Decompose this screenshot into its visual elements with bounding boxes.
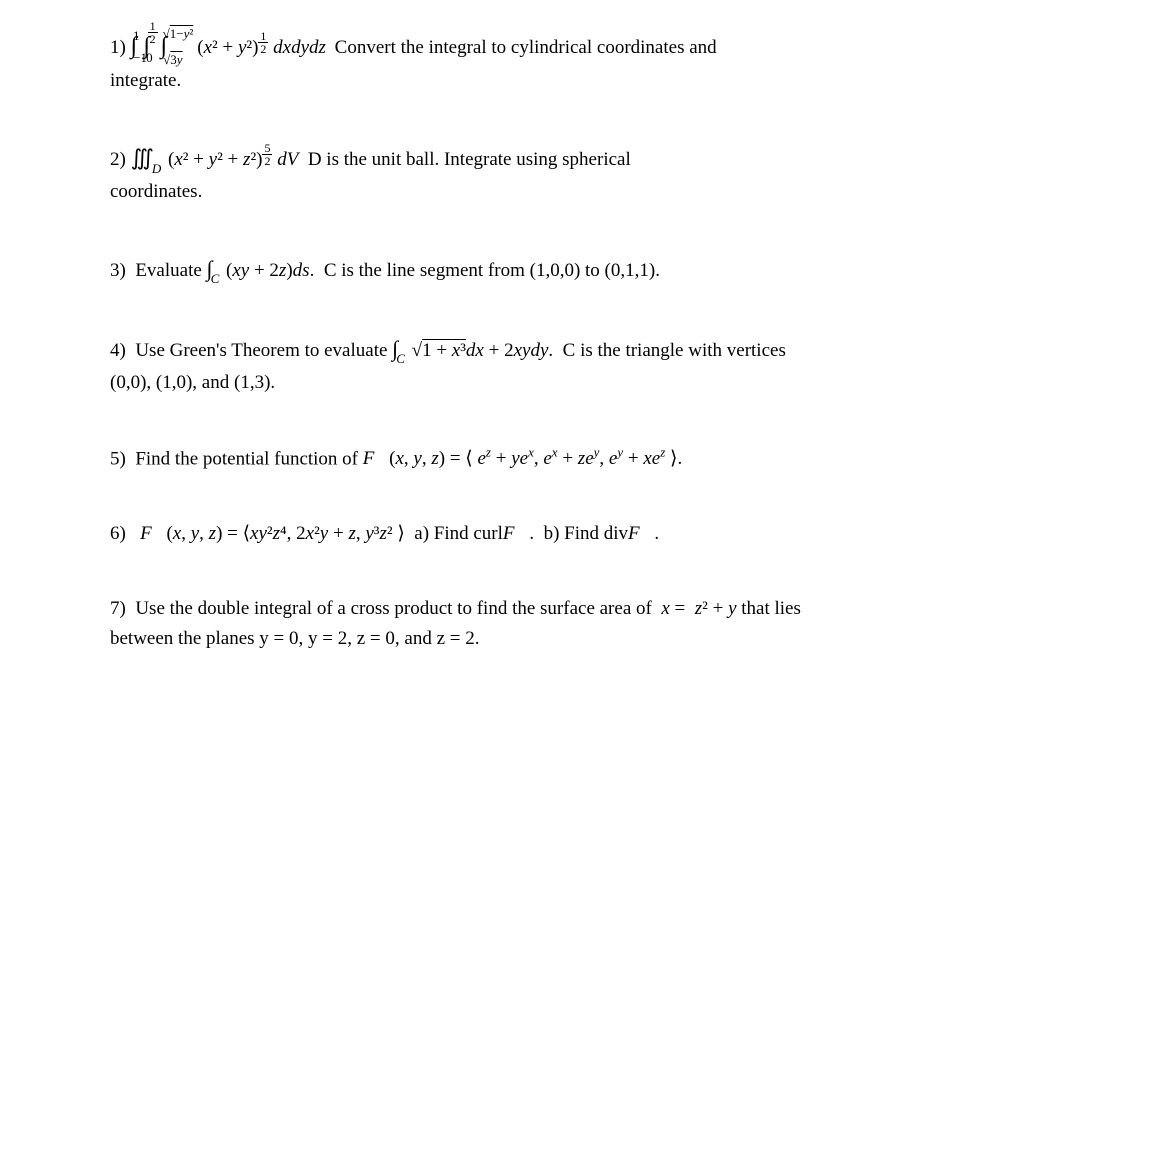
problem-3: 3) Evaluate ∫C (xy + 2z)ds. C is the lin…	[110, 254, 1053, 286]
problem-text: C is the line segment from (1,0,0) to (0…	[324, 260, 660, 281]
problem-continuation: (0,0), (1,0), and (1,3).	[110, 370, 1053, 397]
problem-number: 6)	[110, 523, 126, 544]
problem-6: 6) F⃗(x, y, z) = ⟨xy²z⁴, 2x²y + z, y³z² …	[110, 521, 1053, 548]
problem-7: 7) Use the double integral of a cross pr…	[110, 596, 1053, 653]
problem-continuation: coordinates.	[110, 179, 1053, 206]
problem-number: 3)	[110, 260, 126, 281]
problem-prefix: Evaluate	[135, 260, 201, 281]
problem-continuation: integrate.	[110, 68, 1053, 95]
part-a: a) Find curlF⃗.	[414, 523, 534, 544]
problem-number: 7)	[110, 598, 126, 619]
vector-expression: F⃗(x, y, z) = ⟨xy²z⁴, 2x²y + z, y³z² ⟩	[135, 523, 409, 544]
problem-text-line2: between the planes y = 0, y = 2, z = 0, …	[110, 626, 1053, 653]
problem-number: 2)	[110, 149, 126, 170]
problem-text-line1: Use the double integral of a cross produ…	[135, 598, 801, 619]
problem-text: C is the triangle with vertices	[563, 340, 786, 361]
problem-2: 2) ∭D (x² + y² + z²)52 dV D is the unit …	[110, 142, 1053, 205]
problem-number: 5)	[110, 448, 126, 469]
problem-1: 1) ∫−11∫012∫√3y√1−y²(x² + y²)12 dxdydz C…	[110, 30, 1053, 94]
integral-expression: ∫C (xy + 2z)ds.	[207, 260, 320, 281]
problem-prefix: Find the potential function of	[135, 448, 358, 469]
problem-number: 4)	[110, 340, 126, 361]
integral-expression: ∭D (x² + y² + z²)52 dV	[131, 149, 304, 170]
problem-text: D is the unit ball. Integrate using sphe…	[308, 149, 631, 170]
problem-prefix: Use Green's Theorem to evaluate	[135, 340, 387, 361]
integral-expression: ∫C √1 + x³dx + 2xydy.	[392, 340, 558, 361]
problem-text: Convert the integral to cylindrical coor…	[335, 37, 717, 58]
problem-4: 4) Use Green's Theorem to evaluate ∫C √1…	[110, 334, 1053, 397]
vector-expression: F⃗(x, y, z) = ⟨ ez + yex, ex + zey, ey +…	[363, 448, 682, 469]
problem-5: 5) Find the potential function of F⃗(x, …	[110, 444, 1053, 473]
part-b: b) Find divF⃗.	[544, 523, 660, 544]
problem-number: 1)	[110, 37, 126, 58]
